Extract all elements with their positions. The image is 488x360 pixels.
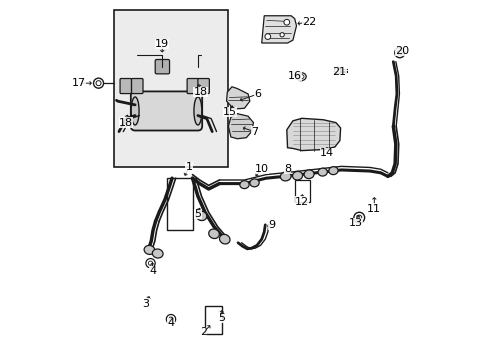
Text: 22: 22 [301, 17, 316, 27]
Circle shape [284, 19, 289, 25]
Ellipse shape [296, 73, 305, 81]
Circle shape [264, 34, 270, 40]
Ellipse shape [328, 167, 337, 175]
Text: 21: 21 [332, 67, 346, 77]
Ellipse shape [196, 211, 206, 221]
Polygon shape [261, 16, 296, 43]
Ellipse shape [317, 168, 326, 176]
FancyBboxPatch shape [198, 78, 209, 94]
Text: 2: 2 [199, 327, 206, 337]
Ellipse shape [292, 171, 302, 180]
Circle shape [168, 317, 173, 321]
Text: 9: 9 [267, 220, 274, 230]
Text: 17: 17 [72, 78, 86, 88]
Text: 18: 18 [119, 118, 133, 128]
Ellipse shape [144, 246, 155, 255]
Circle shape [356, 215, 361, 220]
Ellipse shape [194, 97, 202, 125]
Text: 13: 13 [348, 218, 362, 228]
Ellipse shape [131, 97, 139, 125]
Circle shape [394, 48, 404, 58]
Text: 15: 15 [223, 107, 237, 117]
Text: 5: 5 [217, 313, 224, 323]
Text: 4: 4 [149, 266, 156, 276]
Polygon shape [286, 118, 340, 150]
Circle shape [148, 261, 152, 265]
Text: 4: 4 [167, 319, 174, 328]
Ellipse shape [280, 172, 290, 181]
Ellipse shape [219, 234, 229, 244]
Ellipse shape [298, 75, 304, 79]
Text: 1: 1 [185, 162, 192, 172]
Circle shape [353, 212, 364, 223]
Circle shape [280, 33, 284, 37]
FancyBboxPatch shape [131, 91, 202, 131]
Text: 11: 11 [366, 204, 381, 214]
FancyBboxPatch shape [120, 78, 131, 94]
Ellipse shape [152, 249, 163, 258]
Polygon shape [226, 87, 249, 109]
Text: 19: 19 [155, 39, 169, 49]
Circle shape [145, 258, 155, 268]
Ellipse shape [249, 179, 259, 187]
Text: 6: 6 [254, 89, 261, 99]
Text: 14: 14 [319, 148, 333, 158]
Bar [294, 180, 309, 202]
Circle shape [96, 81, 101, 86]
FancyBboxPatch shape [131, 78, 142, 94]
FancyBboxPatch shape [155, 59, 169, 74]
Polygon shape [228, 114, 253, 139]
Bar [204, 306, 222, 334]
Text: 12: 12 [294, 197, 308, 207]
Text: 7: 7 [250, 127, 258, 136]
Circle shape [396, 50, 402, 55]
Text: 18: 18 [193, 87, 207, 97]
FancyBboxPatch shape [187, 78, 198, 94]
Text: 16: 16 [287, 71, 301, 81]
Text: 20: 20 [394, 46, 408, 56]
Text: 5: 5 [194, 209, 201, 219]
Ellipse shape [208, 229, 219, 239]
Circle shape [334, 67, 340, 74]
Ellipse shape [304, 170, 313, 179]
Text: 10: 10 [254, 164, 268, 174]
Ellipse shape [239, 181, 249, 189]
Circle shape [93, 78, 103, 88]
Text: 8: 8 [284, 164, 290, 174]
Text: 3: 3 [142, 299, 149, 309]
Bar [167, 178, 192, 230]
Circle shape [166, 315, 175, 324]
Bar [113, 10, 228, 167]
